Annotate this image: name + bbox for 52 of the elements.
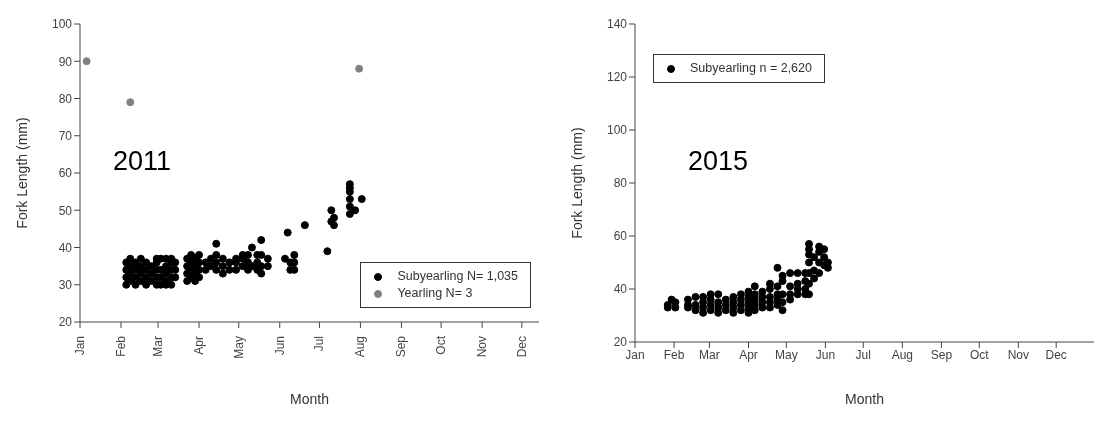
y-tick-label: 70 [58,129,73,144]
x-tick-label: Sep [930,347,953,362]
x-tick-label: Jan [625,347,645,362]
y-tick-label: 20 [613,335,628,350]
point [355,64,364,73]
y-tick-label: 60 [58,166,73,181]
y-tick-label: 40 [58,240,73,255]
legend-label: Subyearling n = 2,620 [690,60,812,77]
y-tick-label: 100 [51,17,73,32]
y-tick-label: 60 [613,229,628,244]
x-tick-label: Dec [1045,347,1067,362]
x-tick-label: Apr [739,347,758,362]
point [82,57,91,66]
x-tick-label: Jul [312,336,327,352]
x-tick-label: Oct [969,347,990,362]
x-tick-label: Aug [891,347,914,362]
y-tick-label: 80 [613,176,628,191]
y-tick-label: 140 [606,17,628,32]
x-tick-label: Nov [475,336,490,358]
x-tick-label: Jul [855,347,871,362]
x-tick-label: Dec [514,336,529,358]
x-tick-label: Feb [663,347,685,362]
y-tick-label: 30 [58,278,73,293]
x-tick-label: Apr [192,336,207,355]
x-tick-label: Aug [353,336,368,358]
y-tick-label: 120 [606,70,628,85]
y-tick-label: 80 [58,91,73,106]
x-axis-title: Month [845,391,884,407]
y-axis-title: Fork Length (mm) [568,127,585,239]
x-tick-label: Jun [815,347,836,362]
x-tick-label: Mar [151,336,166,357]
x-tick-label: May [231,336,246,359]
x-tick-label: Jan [73,336,87,356]
legend-label: Yearling N= 3 [397,285,473,302]
annotation: 2011 [113,146,172,177]
legend-label: Subyearling N= 1,035 [397,268,518,285]
y-tick-label: 90 [58,54,73,69]
y-tick-label: 50 [58,203,73,218]
x-tick-label: Nov [1007,347,1030,362]
x-tick-label: Sep [394,335,409,358]
x-axis-title: Month [290,391,329,407]
x-tick-label: Mar [699,347,720,362]
point [126,98,135,107]
x-tick-label: Jun [272,336,287,356]
y-tick-label: 20 [58,315,73,330]
y-axis-title: Fork Length (mm) [13,117,30,229]
x-tick-label: May [774,347,798,362]
annotation: 2015 [688,146,749,177]
x-tick-label: Feb [114,335,129,357]
y-tick-label: 40 [613,282,628,297]
x-tick-label: Oct [434,335,449,355]
y-tick-label: 100 [606,123,628,138]
